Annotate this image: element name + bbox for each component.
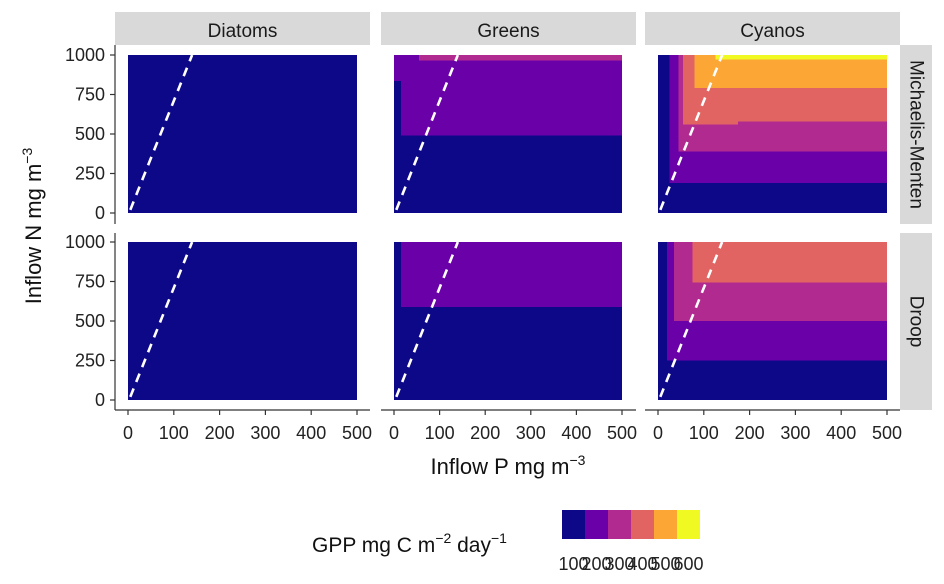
row-strip-droop: Droop: [900, 233, 932, 410]
x-tick-label: 400: [826, 423, 856, 443]
gpp-region-level-300: [419, 55, 622, 61]
column-strip-greens: Greens: [381, 12, 636, 45]
panel-cyanos-michaelis-menten: [658, 54, 887, 213]
y-tick-label: 750: [75, 272, 105, 292]
panel-greens-droop: [394, 241, 622, 400]
y-axis-title: Inflow N mg m−3: [19, 148, 46, 305]
column-strip-background: [381, 12, 636, 45]
x-tick-label: 100: [425, 423, 455, 443]
panel-diatoms-droop: [128, 241, 357, 400]
y-tick-label: 1000: [65, 45, 105, 65]
x-axis-diatoms: 0 100 200 300 400 500: [115, 409, 372, 443]
y-tick-label: 250: [75, 164, 105, 184]
gpp-region-level-600: [715, 55, 887, 60]
x-tick-label: 400: [561, 423, 591, 443]
reference-dashed-line: [659, 241, 724, 398]
x-tick-label: 0: [653, 423, 663, 443]
row-strip-background: [900, 45, 932, 224]
x-tick-label: 500: [607, 423, 637, 443]
y-tick-label: 500: [75, 124, 105, 144]
reference-dashed-line: [395, 54, 460, 211]
facet-panels: [128, 54, 887, 400]
reference-dashed-line: [129, 54, 194, 211]
legend-key-600: 600: [673, 510, 704, 574]
legend-key-label: 600: [673, 554, 703, 574]
x-tick-label: 0: [123, 423, 133, 443]
panel-diatoms-michaelis-menten: [128, 54, 357, 213]
legend-key-100: 100: [558, 510, 589, 574]
reference-dashed-line: [129, 241, 194, 398]
row-strip-background: [900, 233, 932, 410]
x-tick-label: 100: [159, 423, 189, 443]
column-strip-diatoms: Diatoms: [115, 12, 370, 45]
column-strip-label: Greens: [477, 21, 539, 42]
x-tick-label: 200: [470, 423, 500, 443]
legend-key-swatch: [677, 510, 700, 539]
legend-key-swatch: [585, 510, 608, 539]
row-strip-label: Droop: [906, 296, 927, 348]
reference-dashed-line: [395, 241, 460, 398]
legend-key-swatch: [608, 510, 631, 539]
column-strip-cyanos: Cyanos: [645, 12, 900, 45]
gpp-region-level-200: [400, 55, 622, 136]
x-tick-label: 0: [389, 423, 399, 443]
row-strips: Michaelis-Menten Droop: [900, 45, 932, 410]
legend-key-500: 500: [650, 510, 681, 574]
legend-key-label: 500: [650, 554, 680, 574]
column-strips: Diatoms Greens Cyanos: [115, 12, 900, 45]
y-tick-label: 1000: [65, 232, 105, 252]
y-tick-label: 250: [75, 351, 105, 371]
legend-key-label: 300: [604, 554, 634, 574]
column-strip-label: Cyanos: [740, 21, 804, 42]
x-tick-label: 300: [516, 423, 546, 443]
legend-title: GPP mg C m−2 day−1: [312, 530, 507, 557]
column-strip-background: [115, 12, 370, 45]
x-tick-label: 100: [689, 423, 719, 443]
axes: 0 100 200 300 400 500 0 100 200 300 400 500 0 100 200 3…: [65, 45, 902, 443]
legend-key-label: 400: [627, 554, 657, 574]
row-strip-michaelis-menten: Michaelis-Menten: [900, 45, 932, 224]
reference-dashed-line: [659, 54, 724, 211]
column-strip-label: Diatoms: [208, 21, 278, 42]
legend-key-swatch: [631, 510, 654, 539]
x-tick-label: 300: [250, 423, 280, 443]
gpp-region-level-500: [694, 55, 887, 89]
legend-key-swatch: [654, 510, 677, 539]
panel-greens-michaelis-menten: [394, 54, 622, 213]
y-axis-michaelis-menten: 0 250 500 750 1000: [65, 45, 116, 224]
y-axis-droop: 0 250 500 750 1000: [65, 232, 116, 410]
legend-key-300: 300: [604, 510, 635, 574]
legend-key-label: 100: [558, 554, 588, 574]
gpp-region-level-200: [400, 242, 622, 307]
x-axis-title: Inflow P mg m−3: [431, 452, 586, 479]
column-strip-background: [645, 12, 900, 45]
x-tick-label: 400: [296, 423, 326, 443]
x-tick-label: 500: [872, 423, 902, 443]
gpp-region-level-400: [692, 242, 887, 283]
x-tick-label: 200: [735, 423, 765, 443]
x-axis-greens: 0 100 200 300 400 500: [381, 409, 637, 443]
y-tick-label: 0: [95, 203, 105, 223]
y-tick-label: 500: [75, 311, 105, 331]
x-tick-label: 200: [205, 423, 235, 443]
gpp-region-level-200: [394, 55, 401, 82]
y-tick-label: 0: [95, 390, 105, 410]
panel-cyanos-droop: [658, 241, 887, 400]
row-strip-label: Michaelis-Menten: [906, 60, 927, 209]
gpp-region-level-100: [128, 55, 357, 213]
legend-key-200: 200: [581, 510, 612, 574]
gpp-region-level-400: [683, 121, 739, 125]
legend-key-swatch: [562, 510, 585, 539]
x-tick-label: 500: [342, 423, 372, 443]
legend-key-400: 400: [627, 510, 658, 574]
y-tick-label: 750: [75, 85, 105, 105]
gpp-region-level-100: [128, 242, 357, 400]
x-tick-label: 300: [780, 423, 810, 443]
x-axis-cyanos: 0 100 200 300 400 500: [645, 409, 902, 443]
legend-key-label: 200: [581, 554, 611, 574]
